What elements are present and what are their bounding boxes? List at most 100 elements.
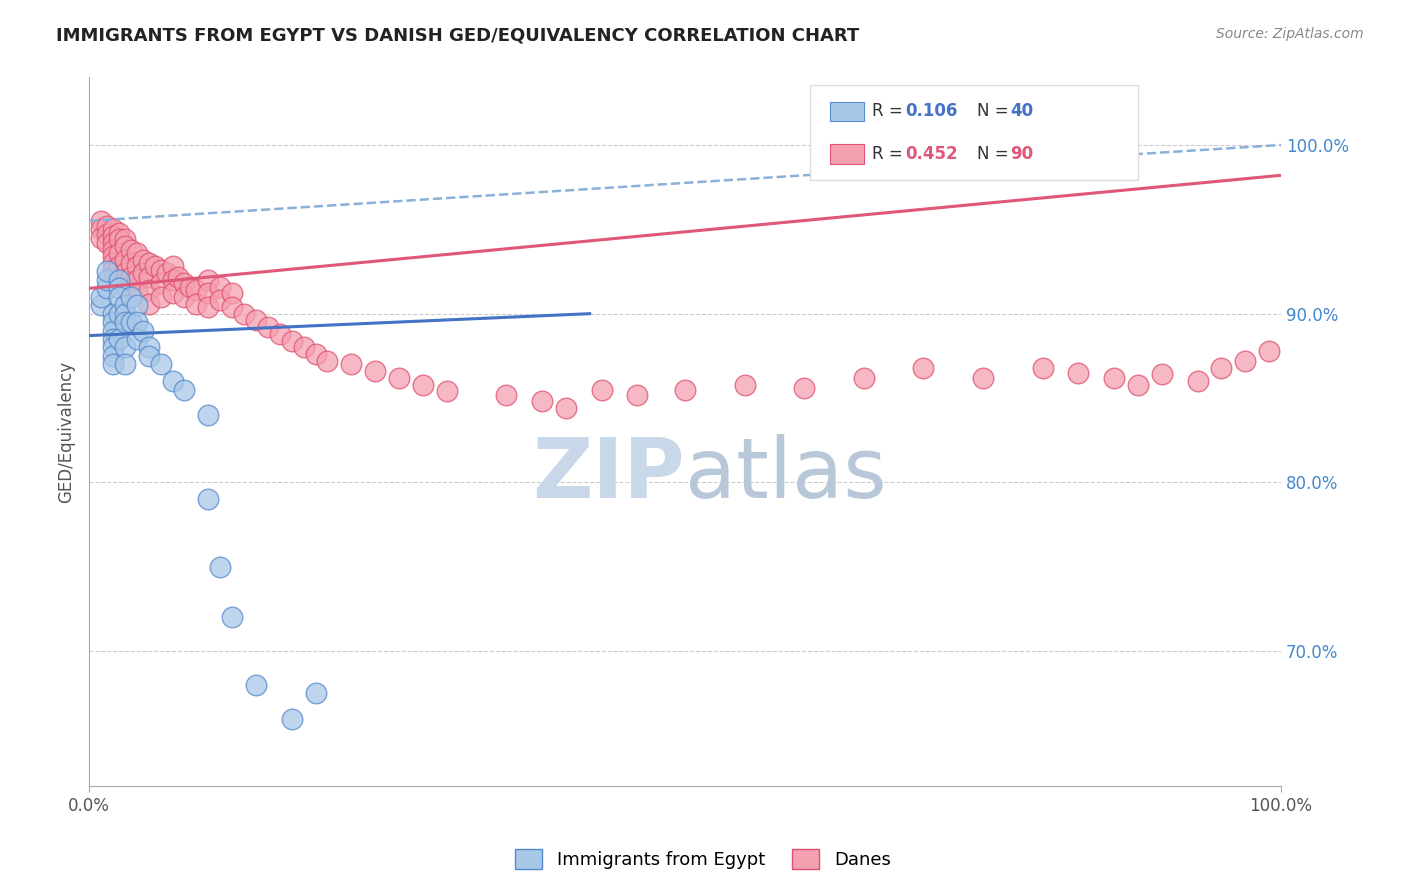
Point [90, 222, 112, 236]
Point [245, 313, 267, 327]
Point [120, 243, 142, 257]
Point [96, 235, 118, 250]
Point [197, 492, 219, 507]
Point [108, 281, 131, 295]
Point [162, 374, 184, 388]
Point [292, 340, 315, 354]
Point [269, 326, 291, 341]
Point [149, 357, 172, 371]
Point [245, 678, 267, 692]
Text: ZIP: ZIP [533, 434, 685, 515]
Point [626, 387, 648, 401]
Point [101, 357, 124, 371]
Point [304, 347, 326, 361]
Point [1032, 360, 1054, 375]
Point [138, 296, 160, 310]
Point [101, 340, 124, 354]
Point [96, 227, 118, 242]
Point [101, 332, 124, 346]
Text: 0.106: 0.106 [905, 103, 957, 120]
Point [197, 300, 219, 314]
Point [96, 219, 118, 233]
Point [436, 384, 458, 399]
Point [197, 273, 219, 287]
Point [125, 246, 148, 260]
Point [530, 394, 553, 409]
Point [138, 283, 160, 297]
Point [197, 408, 219, 422]
Point [138, 256, 160, 270]
Point [173, 383, 195, 397]
Point [120, 269, 142, 284]
Point [162, 273, 184, 287]
Point [591, 383, 613, 397]
Point [972, 371, 994, 385]
Point [108, 232, 131, 246]
Point [101, 349, 124, 363]
Point [316, 354, 339, 368]
Point [280, 334, 302, 348]
Point [114, 357, 136, 371]
Point [257, 320, 280, 334]
Point [96, 264, 118, 278]
Point [120, 315, 142, 329]
Point [96, 273, 118, 287]
Point [793, 381, 815, 395]
FancyBboxPatch shape [810, 85, 1137, 180]
Point [120, 290, 142, 304]
Point [101, 256, 124, 270]
Point [233, 307, 256, 321]
Point [1211, 360, 1233, 375]
Point [108, 290, 131, 304]
Point [108, 226, 131, 240]
Point [162, 260, 184, 274]
Legend: Immigrants from Egypt, Danes: Immigrants from Egypt, Danes [506, 839, 900, 879]
Point [90, 214, 112, 228]
Y-axis label: GED/Equivalency: GED/Equivalency [58, 360, 75, 503]
Point [221, 286, 243, 301]
Point [167, 269, 190, 284]
Point [108, 332, 131, 346]
Point [90, 298, 112, 312]
Point [114, 232, 136, 246]
Point [114, 279, 136, 293]
Text: 40: 40 [1011, 103, 1033, 120]
Point [101, 315, 124, 329]
Point [209, 559, 232, 574]
Point [155, 266, 177, 280]
Text: atlas: atlas [685, 434, 887, 515]
Point [149, 277, 172, 291]
Text: 90: 90 [1011, 145, 1033, 163]
Point [96, 281, 118, 295]
Point [1258, 343, 1281, 358]
Point [114, 315, 136, 329]
Point [101, 229, 124, 244]
Point [388, 371, 411, 385]
Point [125, 286, 148, 301]
Point [1187, 374, 1209, 388]
Point [280, 712, 302, 726]
Point [364, 364, 387, 378]
Point [162, 286, 184, 301]
Point [1126, 377, 1149, 392]
Point [138, 269, 160, 284]
Point [197, 286, 219, 301]
Point [90, 231, 112, 245]
Point [412, 377, 434, 392]
Point [1150, 368, 1173, 382]
Point [186, 296, 208, 310]
Point [108, 246, 131, 260]
Point [101, 307, 124, 321]
Point [114, 340, 136, 354]
Point [143, 260, 166, 274]
Point [125, 332, 148, 346]
Point [114, 298, 136, 312]
Point [149, 262, 172, 277]
Point [101, 243, 124, 257]
Point [125, 260, 148, 274]
Point [186, 283, 208, 297]
Point [101, 324, 124, 338]
Point [131, 324, 153, 338]
Point [173, 290, 195, 304]
Point [108, 307, 131, 321]
